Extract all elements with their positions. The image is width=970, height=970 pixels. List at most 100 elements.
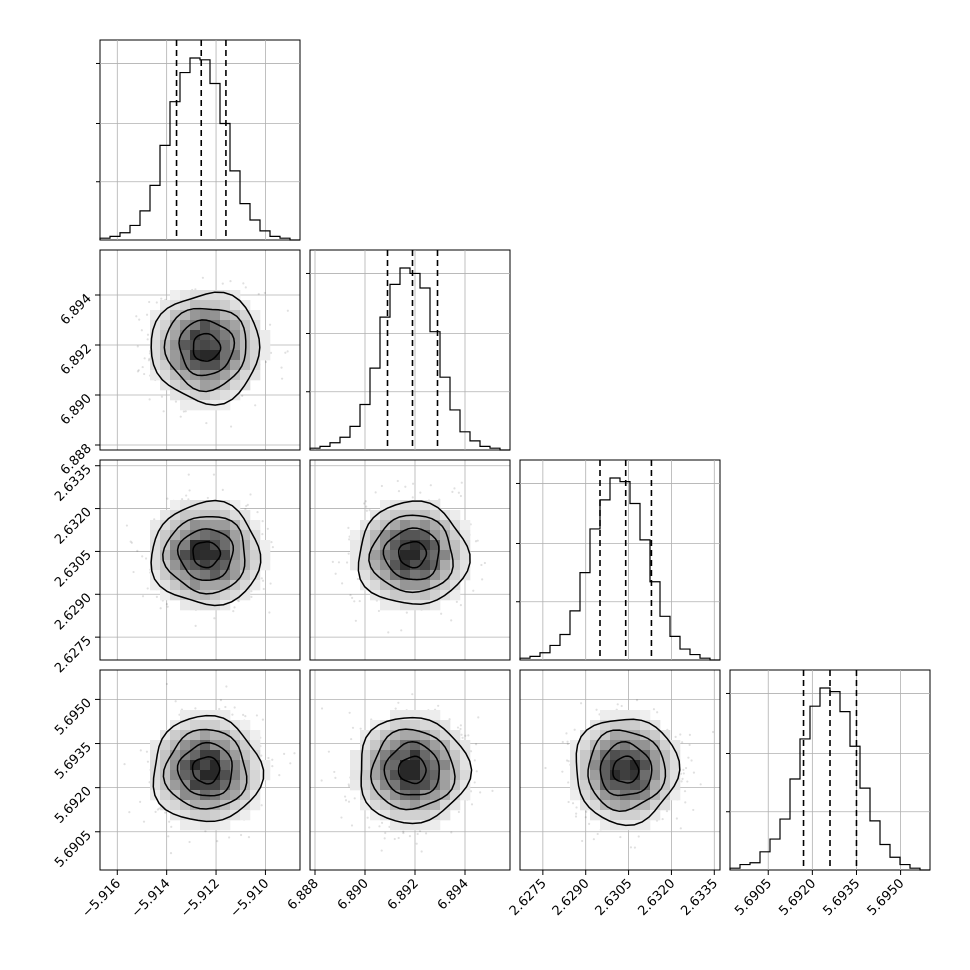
density-cell bbox=[180, 300, 191, 311]
density-cell bbox=[590, 760, 601, 771]
density-cell bbox=[630, 710, 641, 721]
density-cell bbox=[390, 550, 401, 561]
sample-point bbox=[682, 768, 685, 771]
density-cell bbox=[580, 730, 591, 741]
density-cell bbox=[260, 330, 271, 341]
sample-point bbox=[266, 527, 269, 530]
density-cell bbox=[670, 750, 681, 761]
density-cell bbox=[370, 510, 381, 521]
density-cell bbox=[160, 740, 171, 751]
density-cell bbox=[180, 770, 191, 781]
density-cell bbox=[210, 810, 221, 821]
sample-point bbox=[261, 579, 265, 582]
density-cell bbox=[210, 520, 221, 531]
sample-point bbox=[123, 763, 126, 766]
density-cell bbox=[380, 780, 391, 791]
density-cell bbox=[200, 360, 211, 371]
density-cell bbox=[190, 820, 201, 831]
density-cell bbox=[210, 550, 221, 561]
density-cell bbox=[450, 790, 461, 801]
scatter-layer bbox=[331, 479, 486, 634]
sample-point bbox=[366, 816, 369, 819]
sample-point bbox=[263, 291, 266, 295]
panel-0-0 bbox=[96, 39, 301, 241]
density-cell bbox=[190, 750, 201, 761]
panel-3-2: 2.6275 2.6290 2.6305 2.6320 2.6335 bbox=[507, 669, 721, 919]
density-cell bbox=[360, 760, 371, 771]
density-cell bbox=[160, 550, 171, 561]
density-cell bbox=[210, 570, 221, 581]
density-cell bbox=[230, 380, 241, 391]
density-cell bbox=[250, 550, 261, 561]
density-cell bbox=[190, 790, 201, 801]
sample-point bbox=[179, 415, 182, 418]
density-cell bbox=[420, 530, 431, 541]
density-cell bbox=[390, 800, 401, 811]
density-cell bbox=[180, 330, 191, 341]
density-cell bbox=[620, 720, 631, 731]
sample-point bbox=[358, 599, 361, 603]
density-cell bbox=[260, 540, 271, 551]
sample-point bbox=[460, 733, 463, 736]
density-cell bbox=[360, 730, 371, 741]
density-cell bbox=[250, 580, 261, 591]
y-tick-label: 2.6320 bbox=[52, 505, 95, 548]
density-cell bbox=[200, 300, 211, 311]
sample-point bbox=[561, 770, 564, 773]
density-cell bbox=[620, 730, 631, 741]
density-cell bbox=[200, 570, 211, 581]
density-cell bbox=[240, 750, 251, 761]
density-cell bbox=[150, 570, 161, 581]
sample-point bbox=[474, 540, 478, 543]
density-cell bbox=[590, 780, 601, 791]
density-cell bbox=[220, 560, 231, 571]
sample-point bbox=[148, 300, 151, 304]
sample-point bbox=[674, 735, 677, 739]
density-cell bbox=[260, 350, 271, 361]
sample-point bbox=[347, 783, 350, 786]
sample-point bbox=[261, 533, 264, 536]
density-cell bbox=[460, 770, 471, 781]
y-tick-label: 2.6305 bbox=[52, 548, 95, 591]
density-cell bbox=[190, 550, 201, 561]
density-cell bbox=[370, 760, 381, 771]
density-cell bbox=[190, 580, 201, 591]
density-cell bbox=[180, 740, 191, 751]
density-cell bbox=[250, 310, 261, 321]
contour-level-1 bbox=[599, 741, 653, 797]
sample-point bbox=[380, 849, 383, 852]
sample-point bbox=[146, 760, 150, 763]
density-cell bbox=[220, 330, 231, 341]
density-cell bbox=[590, 750, 601, 761]
density-cell bbox=[660, 790, 671, 801]
sample-point bbox=[411, 496, 414, 499]
density-cell bbox=[370, 750, 381, 761]
density-cell bbox=[430, 730, 441, 741]
sample-point bbox=[187, 473, 190, 476]
sample-point bbox=[348, 538, 351, 541]
density-cell bbox=[660, 780, 671, 791]
density-cell bbox=[240, 720, 251, 731]
density-cell bbox=[400, 600, 411, 611]
density-cell bbox=[460, 540, 471, 551]
density-cell bbox=[180, 810, 191, 821]
sample-point bbox=[384, 831, 387, 835]
density-cell bbox=[610, 720, 621, 731]
sample-point bbox=[245, 504, 248, 508]
density-cell bbox=[600, 770, 611, 781]
density-cell bbox=[370, 540, 381, 551]
density-cell bbox=[420, 710, 431, 721]
sample-point bbox=[249, 493, 252, 496]
density-cell bbox=[610, 710, 621, 721]
density-cell bbox=[390, 570, 401, 581]
density-cell bbox=[360, 790, 371, 801]
panel-border bbox=[99, 459, 301, 661]
density-cell bbox=[460, 550, 471, 561]
density-cell bbox=[610, 750, 621, 761]
sample-point bbox=[418, 829, 422, 833]
sample-point bbox=[143, 357, 146, 360]
density-cell bbox=[220, 540, 231, 551]
sample-point bbox=[383, 837, 386, 840]
sample-point bbox=[350, 737, 353, 741]
density-cell bbox=[410, 600, 421, 611]
